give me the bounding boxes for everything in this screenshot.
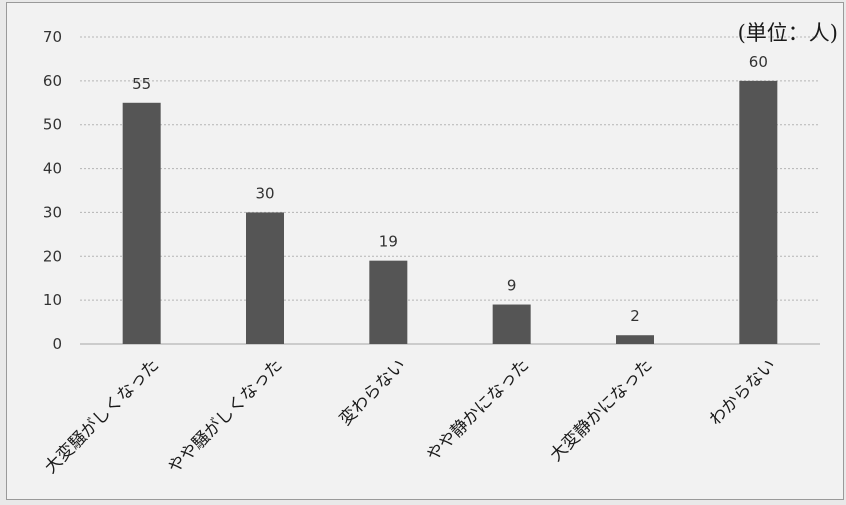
data-labels: 55 30 19 9 2 60 [132,53,768,325]
data-label: 19 [379,233,398,251]
y-tick-label: 60 [43,72,62,90]
y-tick-label: 10 [43,291,62,309]
bar [122,102,161,345]
bar [246,212,284,344]
category-labels: 大変騒がしくなった やや騒がしくなった 変わらない やや静かになった 大変静かになったわ… [41,355,780,477]
data-label: 9 [507,277,517,295]
category-label: やや騒がしくなった [164,355,286,477]
category-label: やや静かになった [423,355,533,465]
bar [369,260,408,344]
unit-label: (単位：人) [738,21,838,45]
y-tick-label: 30 [43,203,62,221]
y-tick-label: 50 [43,116,62,134]
y-tick-label: 70 [43,28,62,46]
bar [492,304,531,344]
y-tick-label: 0 [52,335,62,353]
category-label: わからない [706,355,780,429]
data-label: 2 [630,307,640,325]
gridlines [80,36,820,345]
bar [739,80,778,344]
category-label: 大変静かになった [546,355,656,465]
bar [616,335,654,344]
y-axis-ticks: 0 10 20 30 40 50 60 70 [43,28,62,353]
data-label: 60 [749,53,768,71]
y-tick-label: 20 [43,247,62,265]
y-tick-label: 40 [43,160,62,178]
data-label: 55 [132,75,151,93]
category-label: 大変騒がしくなった [41,355,163,477]
data-label: 30 [255,184,274,202]
category-label: 変わらない [336,355,410,429]
bars [122,80,778,345]
